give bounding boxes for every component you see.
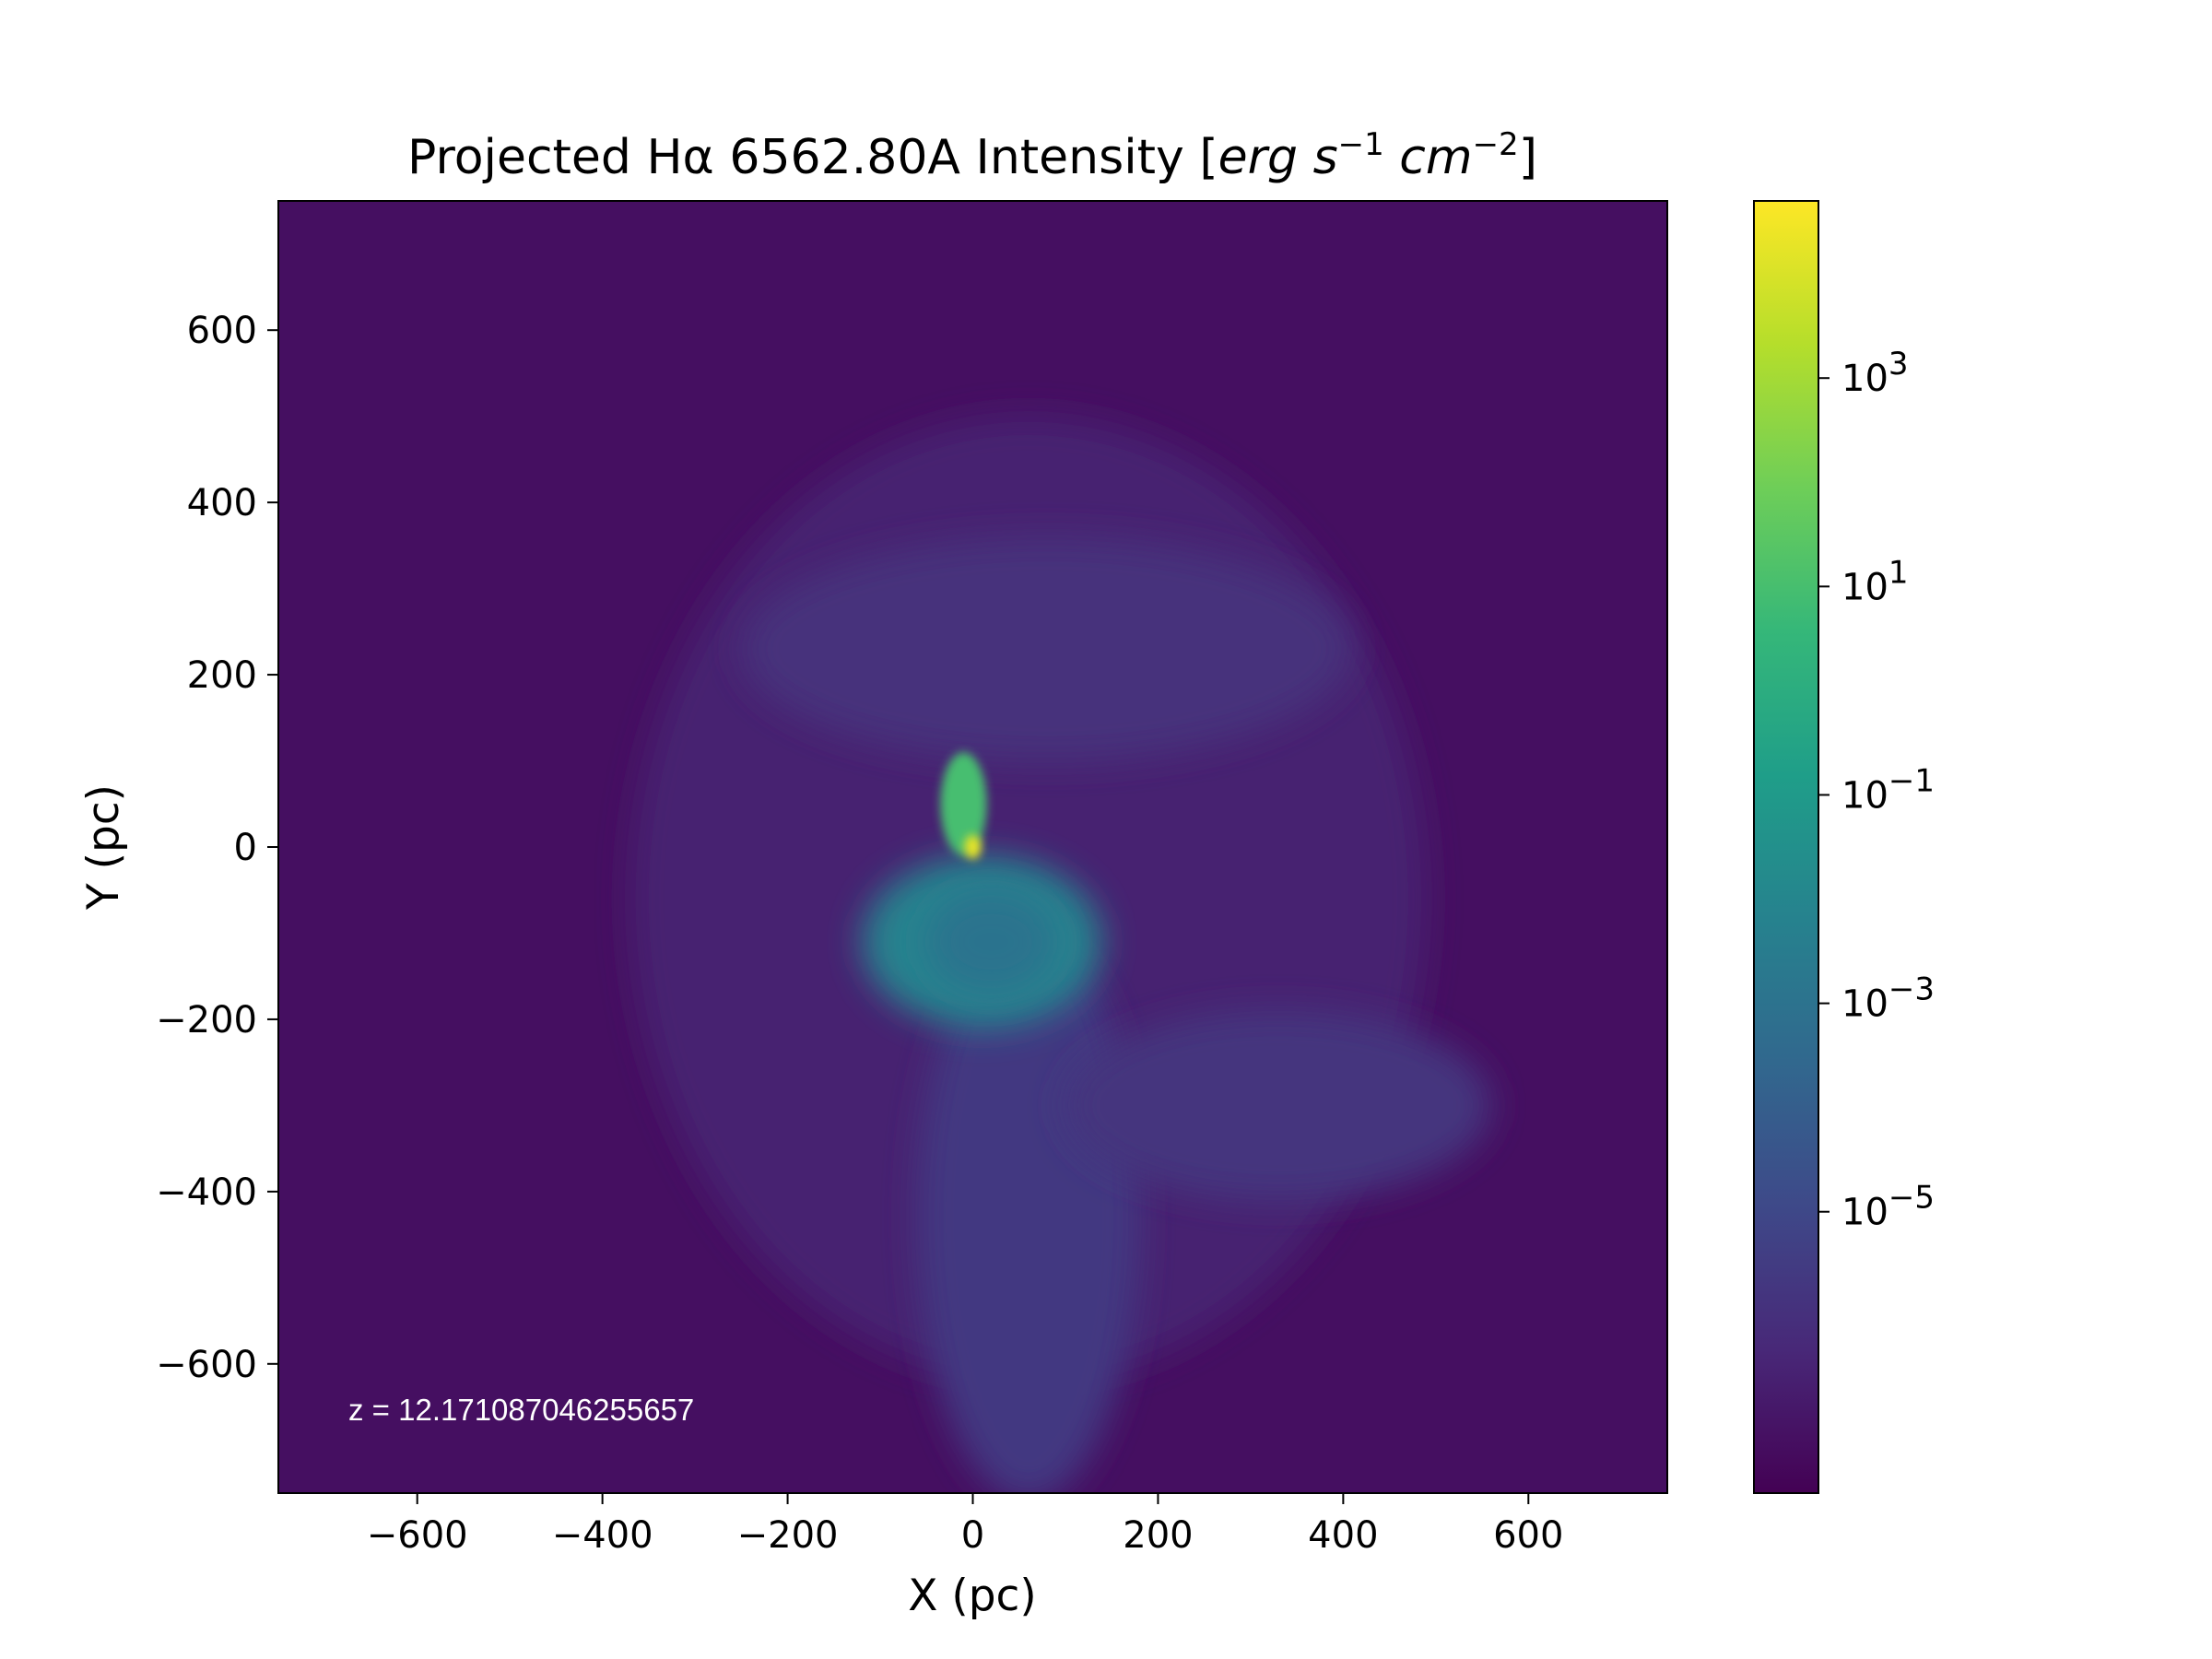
colorbar-ticks: 103 101 10−1 10−3 10−5 — [1818, 346, 1935, 1234]
colorbar-tick-label: 10−3 — [1841, 971, 1935, 1026]
emission-features — [629, 416, 1492, 1493]
y-tick-label: 0 — [234, 827, 257, 869]
emission-bright-core — [964, 834, 982, 860]
colorbar-ramp — [1754, 201, 1818, 1493]
emission-upper-shell — [741, 536, 1353, 761]
colorbar-frame — [1753, 200, 1819, 1494]
chart-title: Projected Hα 6562.80A Intensity [erg s−1… — [407, 126, 1537, 185]
x-tick-label: −600 — [367, 1514, 468, 1557]
y-tick-label: −200 — [156, 999, 257, 1041]
x-tick-label: −200 — [737, 1514, 839, 1557]
y-tick-label: 400 — [187, 482, 257, 524]
colorbar-tick-label: 103 — [1841, 346, 1909, 400]
x-axis-label: X (pc) — [908, 1571, 1037, 1621]
x-tick-label: 200 — [1123, 1514, 1193, 1557]
emission-ring-cavity — [926, 889, 1056, 994]
plot-area — [278, 201, 1667, 1493]
colorbar: 103 101 10−1 10−3 10−5 — [1753, 200, 1935, 1494]
colorbar-tick-label: 10−1 — [1841, 762, 1935, 817]
x-tick-label: −400 — [552, 1514, 653, 1557]
emission-central-clump — [940, 752, 987, 856]
x-tick-label: 0 — [961, 1514, 984, 1557]
x-axis: −600 −400 −200 0 200 400 600 — [367, 1493, 1563, 1557]
y-tick-label: 600 — [187, 310, 257, 352]
redshift-annotation: z = 12.171087046255657 — [348, 1393, 694, 1427]
emission-southeast-filament — [1065, 1010, 1492, 1201]
y-tick-label: −400 — [156, 1171, 257, 1214]
x-tick-label: 600 — [1493, 1514, 1563, 1557]
y-axis-label: Y (pc) — [78, 784, 129, 911]
x-tick-label: 400 — [1308, 1514, 1378, 1557]
y-axis: −600 −400 −200 0 200 400 600 — [156, 310, 278, 1386]
colorbar-tick-label: 101 — [1841, 554, 1909, 608]
y-tick-label: 200 — [187, 654, 257, 697]
y-tick-label: −600 — [156, 1344, 257, 1386]
colorbar-tick-label: 10−5 — [1841, 1180, 1935, 1234]
